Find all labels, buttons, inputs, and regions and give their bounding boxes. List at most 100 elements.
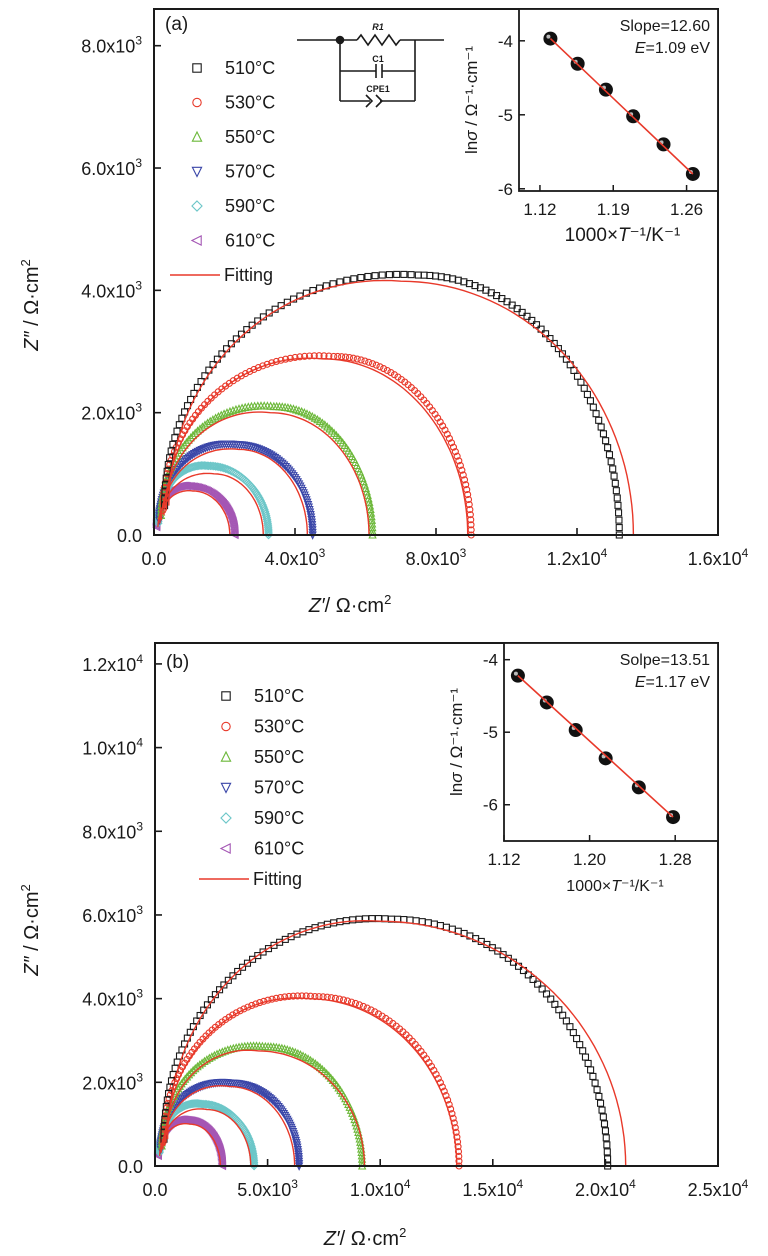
inset-x-title-unit: ⁻¹/K⁻¹ xyxy=(621,878,664,895)
x-tick-label-exponent: 4 xyxy=(742,1177,749,1191)
inset-x-tick-label: 1.12 xyxy=(523,200,556,219)
inset-y-axis-title: lnσ / Ω⁻¹·cm⁻¹ xyxy=(447,688,466,796)
data-point xyxy=(179,457,189,467)
data-point xyxy=(570,366,578,375)
y-tick-label-exponent: 3 xyxy=(136,819,143,833)
inset-slope-annotation: Slope=12.60 xyxy=(620,18,710,35)
data-point xyxy=(414,271,422,279)
data-point xyxy=(243,478,253,488)
data-point xyxy=(228,405,238,415)
data-point xyxy=(177,1094,187,1104)
data-point xyxy=(464,490,472,499)
data-point xyxy=(294,1157,304,1167)
data-point xyxy=(353,355,361,363)
data-point xyxy=(187,1087,196,1097)
data-point xyxy=(586,397,594,405)
data-point xyxy=(296,353,304,361)
data-point xyxy=(499,951,507,959)
data-point xyxy=(463,486,471,494)
data-point xyxy=(601,1127,610,1135)
data-point xyxy=(587,1066,595,1074)
data-point xyxy=(339,996,348,1004)
data-point xyxy=(576,1041,584,1049)
inset-e-symbol: E xyxy=(635,40,646,57)
data-point xyxy=(523,312,531,320)
data-point xyxy=(550,339,558,348)
inset-slope-annotation: Solpe=13.51 xyxy=(620,652,710,669)
inset-y-title-ln: ln xyxy=(447,783,466,796)
data-point xyxy=(532,321,541,329)
x-tick-label: 1.2x104 xyxy=(547,546,608,569)
legend-marker xyxy=(221,691,231,701)
inset-y-tick-label: -4 xyxy=(498,32,513,51)
data-point xyxy=(374,1010,383,1018)
data-point xyxy=(345,354,353,362)
data-point xyxy=(164,460,172,469)
inset-e-symbol: E xyxy=(635,674,646,691)
data-point xyxy=(247,1142,256,1152)
data-point xyxy=(599,1113,607,1121)
x-ticks-a: 0.0 4.0x103 8.0x103 1.2x104 1.6x104 xyxy=(141,528,749,569)
data-point xyxy=(264,530,273,540)
data-point xyxy=(293,1143,302,1153)
legend-item: 590°C xyxy=(191,196,275,216)
data-point xyxy=(595,1092,603,1101)
x-axis-title-b: Z′/ Ω·cm2 xyxy=(323,1225,407,1250)
circuit-label-cpe1: CPE1 xyxy=(366,84,390,94)
data-point xyxy=(357,273,365,282)
data-point xyxy=(171,434,179,442)
legend-item: 570°C xyxy=(191,162,275,182)
data-point xyxy=(443,430,451,438)
x-tick-label: 0.0 xyxy=(141,549,166,569)
data-point xyxy=(562,1017,570,1025)
data-point xyxy=(341,353,350,361)
data-point xyxy=(367,515,377,524)
legend-marker xyxy=(220,782,232,794)
y-tick-label-base: 8.0x10 xyxy=(81,37,135,57)
data-point xyxy=(205,442,214,452)
data-point xyxy=(293,1145,302,1155)
inset-y-axis-title: lnσ / Ω⁻¹·cm⁻¹ xyxy=(462,46,481,154)
y-tick-label: 1.2x104 xyxy=(82,652,143,675)
data-point xyxy=(192,1084,201,1094)
data-point xyxy=(241,370,250,378)
fit-line-530C xyxy=(165,997,458,1167)
data-point xyxy=(263,1092,273,1102)
data-point xyxy=(294,992,302,1000)
x-tick-label-exponent: 3 xyxy=(291,1177,298,1191)
data-point xyxy=(596,1099,605,1107)
data-point xyxy=(600,1120,609,1128)
data-point xyxy=(368,360,377,368)
data-point xyxy=(262,1091,271,1100)
data-point xyxy=(254,952,262,960)
data-point xyxy=(281,993,289,1001)
inset-point-highlight xyxy=(513,671,518,676)
data-point xyxy=(221,1015,230,1024)
legend-label: 550°C xyxy=(254,747,304,767)
inset-x-tick-label: 1.19 xyxy=(597,200,630,219)
data-point xyxy=(294,1160,304,1169)
data-point xyxy=(208,415,218,424)
x-tick-label: 8.0x103 xyxy=(406,546,467,569)
data-point xyxy=(212,1102,222,1111)
data-point xyxy=(307,521,317,530)
data-point xyxy=(307,516,316,525)
data-point xyxy=(243,959,252,967)
x-tick-label-exponent: 3 xyxy=(460,546,467,560)
y-axis-title-b: Z″ / Ω·cm2 xyxy=(18,884,43,976)
data-point xyxy=(263,524,273,534)
data-point xyxy=(367,519,377,528)
data-point xyxy=(566,1023,574,1031)
y-tick-label-exponent: 3 xyxy=(135,278,142,292)
data-point xyxy=(529,975,537,983)
data-point xyxy=(188,430,198,440)
data-point xyxy=(589,403,597,411)
legend-item: Fitting xyxy=(199,869,302,889)
x-tick-label-base: 1.0x10 xyxy=(350,1180,404,1200)
data-point xyxy=(308,528,317,538)
inset-point-body xyxy=(656,137,671,152)
data-point xyxy=(380,365,388,373)
data-point xyxy=(293,1148,303,1157)
legend-marker xyxy=(191,130,203,142)
inset-x-tick-label: 1.28 xyxy=(659,850,692,869)
